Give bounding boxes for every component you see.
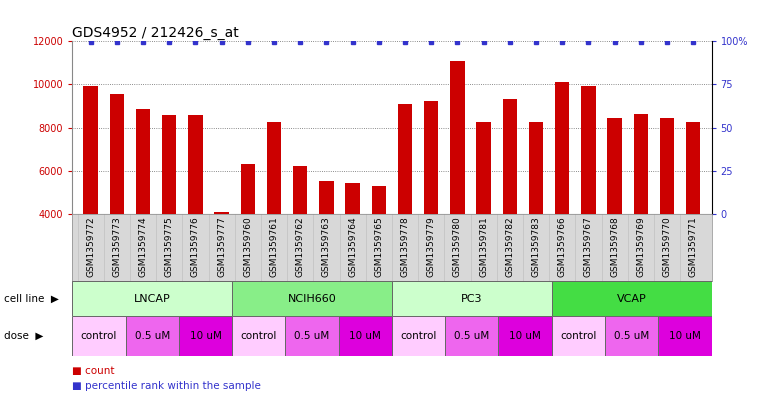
Bar — [498, 316, 552, 356]
Text: GSM1359760: GSM1359760 — [244, 216, 253, 277]
Bar — [445, 316, 498, 356]
Text: LNCAP: LNCAP — [134, 294, 170, 304]
Text: GSM1359762: GSM1359762 — [296, 216, 304, 277]
Bar — [502, 99, 517, 214]
Text: GSM1359766: GSM1359766 — [558, 216, 567, 277]
Text: GSM1359779: GSM1359779 — [427, 216, 436, 277]
Bar — [605, 316, 658, 356]
Text: 0.5 uM: 0.5 uM — [614, 331, 649, 341]
Text: 0.5 uM: 0.5 uM — [135, 331, 170, 341]
Bar — [135, 109, 150, 214]
Bar — [339, 316, 392, 356]
Text: 10 uM: 10 uM — [349, 331, 381, 341]
Bar — [84, 86, 98, 214]
Text: GSM1359772: GSM1359772 — [86, 216, 95, 277]
Text: ■ count: ■ count — [72, 366, 115, 376]
Bar — [162, 115, 177, 214]
Bar — [658, 316, 712, 356]
Bar — [371, 186, 386, 214]
Bar — [345, 183, 360, 214]
Text: PC3: PC3 — [461, 294, 482, 304]
Bar — [392, 281, 552, 316]
Text: 10 uM: 10 uM — [669, 331, 701, 341]
Bar — [126, 316, 179, 356]
Text: GSM1359778: GSM1359778 — [400, 216, 409, 277]
Bar — [398, 104, 412, 214]
Text: GSM1359777: GSM1359777 — [217, 216, 226, 277]
Text: NCIH660: NCIH660 — [288, 294, 336, 304]
Text: GSM1359765: GSM1359765 — [374, 216, 384, 277]
Bar — [392, 316, 445, 356]
Text: GSM1359781: GSM1359781 — [479, 216, 488, 277]
Text: 0.5 uM: 0.5 uM — [454, 331, 489, 341]
Text: dose  ▶: dose ▶ — [4, 331, 43, 341]
Bar — [424, 101, 438, 214]
Bar — [552, 316, 605, 356]
Text: GSM1359767: GSM1359767 — [584, 216, 593, 277]
Bar — [581, 86, 596, 214]
Text: GSM1359769: GSM1359769 — [636, 216, 645, 277]
Bar — [179, 316, 232, 356]
Text: GSM1359768: GSM1359768 — [610, 216, 619, 277]
Bar — [215, 212, 229, 214]
Bar — [110, 94, 124, 214]
Bar — [451, 61, 465, 214]
Bar — [552, 281, 712, 316]
Bar — [240, 164, 255, 214]
Bar — [72, 281, 232, 316]
Bar — [232, 281, 392, 316]
Bar — [188, 115, 202, 214]
Text: GSM1359774: GSM1359774 — [139, 216, 148, 277]
Text: GSM1359775: GSM1359775 — [164, 216, 174, 277]
Bar — [72, 316, 126, 356]
Bar — [634, 114, 648, 214]
Text: control: control — [81, 331, 117, 341]
Bar — [607, 118, 622, 214]
Text: GSM1359761: GSM1359761 — [269, 216, 279, 277]
Bar — [555, 82, 569, 214]
Text: GSM1359780: GSM1359780 — [453, 216, 462, 277]
Text: cell line  ▶: cell line ▶ — [4, 294, 59, 304]
Text: GSM1359764: GSM1359764 — [348, 216, 357, 277]
Text: GSM1359763: GSM1359763 — [322, 216, 331, 277]
Text: GSM1359771: GSM1359771 — [689, 216, 698, 277]
Text: 0.5 uM: 0.5 uM — [295, 331, 330, 341]
Bar — [232, 316, 285, 356]
Text: GSM1359783: GSM1359783 — [531, 216, 540, 277]
Bar — [686, 122, 700, 214]
Bar — [660, 118, 674, 214]
Text: GSM1359782: GSM1359782 — [505, 216, 514, 277]
Text: control: control — [240, 331, 277, 341]
Text: control: control — [400, 331, 437, 341]
Text: VCAP: VCAP — [616, 294, 647, 304]
Bar — [293, 165, 307, 214]
Text: ■ percentile rank within the sample: ■ percentile rank within the sample — [72, 381, 261, 391]
Text: GSM1359776: GSM1359776 — [191, 216, 200, 277]
Bar — [267, 122, 282, 214]
Text: GSM1359770: GSM1359770 — [663, 216, 671, 277]
Text: 10 uM: 10 uM — [189, 331, 221, 341]
Bar — [285, 316, 339, 356]
Bar — [476, 122, 491, 214]
Text: 10 uM: 10 uM — [509, 331, 541, 341]
Bar — [529, 122, 543, 214]
Text: GSM1359773: GSM1359773 — [113, 216, 121, 277]
Text: control: control — [560, 331, 597, 341]
Bar — [319, 181, 333, 214]
Text: GDS4952 / 212426_s_at: GDS4952 / 212426_s_at — [72, 26, 239, 40]
